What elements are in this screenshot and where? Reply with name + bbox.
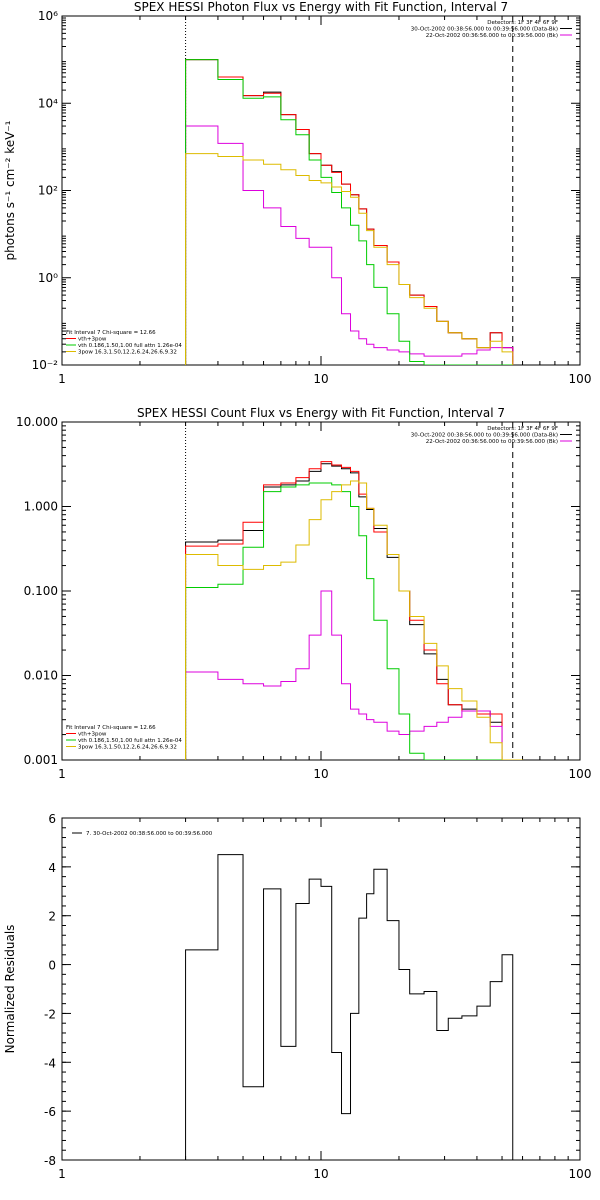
chart-title: SPEX HESSI Count Flux vs Energy with Fit… [137,406,505,420]
series-group [185,854,514,1160]
legend-top-text: 22-Oct-2002 00:36:56.000 to 00:39:56.000… [426,439,558,445]
legend-bottom-text: Fit Interval 7 Chi-square = 12.66 [66,725,156,731]
series-line-3pow-4 [185,480,524,760]
series-line-data-bk-0 [185,59,514,365]
plot-frame [61,817,581,1161]
series-line-bk-2 [185,125,514,365]
legend-top-text: Detectors: 1F 3F 4F 6F 9F [487,20,558,26]
x-tick-label: 10 [313,1167,328,1181]
y-tick-label: -8 [44,1154,56,1168]
legend-bottom-text: vth 0.186,1.50,1.00 full attn 1.26e-04 [78,738,182,744]
x-tick-label: 10 [313,767,328,781]
x-tick-label: 10 [313,372,328,386]
series-line-data-bk-0 [185,463,524,760]
x-tick-label: 100 [569,372,592,386]
y-tick-label: -4 [44,1056,56,1070]
series-line-fit-1 [185,59,514,365]
y-tick-label: 2 [48,910,56,924]
series-line-vth-3 [185,482,524,760]
legend-bottom-text: vth+3pow [78,337,107,343]
y-tick-label: 10⁴ [38,96,58,110]
y-tick-label: 0.001 [24,753,58,767]
legend-top-text: Detectors: 1F 3F 4F 6F 9F [487,426,558,432]
legend-bottom-text: 3pow 16.3,1.50,12.2,6.24,26.6,9.32 [78,350,177,356]
series-group [185,59,514,365]
chart-panel-3: 1 10 100 -8 -6 -4 -2 0 2 4 6 Normalized Residuals 7.… [3,812,591,1181]
series-group [185,461,524,760]
y-tick-label: 0.100 [24,584,58,598]
x-tick-label: 100 [569,767,592,781]
legend-bottom-text: Fit Interval 7 Chi-square = 12.66 [66,330,156,336]
series-line-fit-0 [185,854,514,1160]
chart-panel-2: SPEX HESSI Count Flux vs Energy with Fit… [16,406,591,781]
legend-top-text: 30-Oct-2002 00:38:56.000 to 00:39:56.000… [411,433,558,439]
y-tick-label: -6 [44,1105,56,1119]
y-tick-label: 10⁻² [32,358,59,372]
y-tick-label: 1.000 [24,500,58,514]
plot-frame [61,15,581,366]
legend-bottom-text: vth 0.186,1.50,1.00 full attn 1.26e-04 [78,343,182,349]
x-tick-label: 100 [569,1167,592,1181]
y-tick-label: 10⁰ [38,271,58,285]
x-tick-label: 1 [58,372,66,386]
y-tick-label: 4 [48,861,56,875]
legend-bottom-text: 3pow 16.3,1.50,12.2,6.24,26.6,9.32 [78,745,177,751]
x-tick-label: 1 [58,767,66,781]
y-tick-label: 0.010 [24,669,58,683]
chart-panel-1: SPEX HESSI Photon Flux vs Energy with Fi… [3,0,591,386]
y-tick-label: 0 [48,959,56,973]
series-line-bk-2 [185,590,524,760]
series-line-3pow-4 [185,153,514,365]
y-tick-label: 10.000 [16,415,58,429]
y-tick-label: 10⁶ [38,9,58,23]
x-tick-label: 1 [58,1167,66,1181]
y-tick-label: -2 [44,1007,56,1021]
series-line-vth-3 [185,59,514,365]
legend-bottom-text: vth+3pow [78,732,107,738]
chart-title: SPEX HESSI Photon Flux vs Energy with Fi… [134,0,508,14]
legend-top-text: 30-Oct-2002 00:38:56.000 to 00:39:56.000… [411,27,558,33]
y-tick-label: 6 [48,812,56,826]
legend-top-text: 7. 30-Oct-2002 00:38:56.000 to 00:39:56.… [86,831,213,837]
y-axis-label: photons s⁻¹ cm⁻² keV⁻¹ [3,120,17,260]
y-tick-label: 10² [38,184,58,198]
series-line-fit-1 [185,461,524,760]
y-axis-label: Normalized Residuals [3,925,17,1054]
legend-top-text: 22-Oct-2002 00:36:56.000 to 00:39:56.000… [426,33,558,39]
